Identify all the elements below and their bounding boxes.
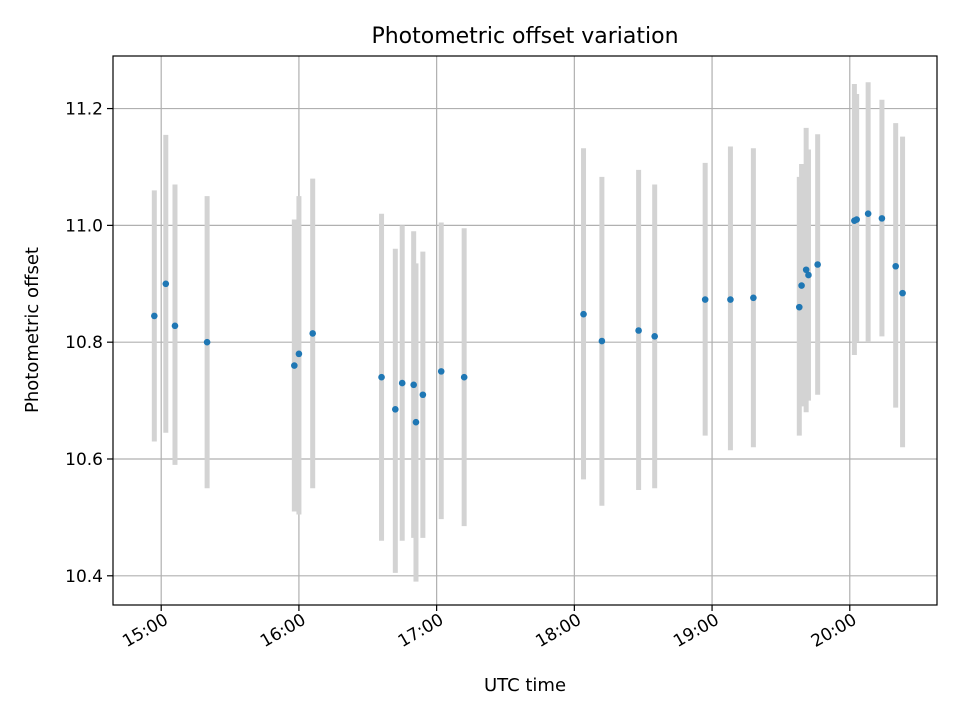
data-point — [460, 373, 468, 381]
y-tick-label: 10.6 — [65, 450, 103, 470]
data-point — [727, 296, 734, 303]
data-point — [635, 327, 642, 334]
data-point — [802, 266, 810, 274]
plot-frame — [112, 55, 938, 606]
data-points — [151, 210, 906, 426]
data-point — [171, 322, 179, 330]
data-point — [580, 310, 587, 318]
data-point — [309, 330, 316, 337]
data-point — [378, 373, 385, 381]
chart-title: Photometric offset variation — [371, 24, 678, 49]
y-axis-label: Photometric offset — [22, 247, 43, 413]
data-point — [412, 418, 420, 426]
data-point — [651, 333, 658, 340]
data-point — [295, 350, 303, 358]
data-point — [291, 362, 298, 369]
y-tick-label: 10.4 — [65, 567, 103, 587]
data-point — [892, 262, 899, 270]
data-point — [162, 280, 170, 288]
data-point — [410, 381, 417, 389]
x-axis-label: UTC time — [484, 675, 566, 696]
y-tick-label: 10.8 — [65, 333, 103, 353]
data-point — [878, 215, 886, 222]
data-point — [203, 338, 211, 346]
data-point — [853, 216, 860, 223]
y-tick-label: 11.0 — [65, 216, 103, 236]
data-point — [398, 379, 406, 387]
data-point — [795, 303, 803, 311]
data-point — [805, 271, 812, 279]
data-point — [392, 406, 399, 413]
data-point — [798, 282, 805, 289]
data-point — [419, 391, 427, 399]
data-point — [899, 289, 906, 297]
data-point — [151, 312, 158, 320]
data-point — [750, 294, 757, 302]
data-point — [864, 210, 872, 217]
y-tick-label: 11.2 — [65, 100, 103, 120]
data-point — [598, 337, 606, 345]
data-point — [437, 368, 445, 375]
data-point — [701, 296, 709, 303]
data-point — [814, 261, 821, 268]
